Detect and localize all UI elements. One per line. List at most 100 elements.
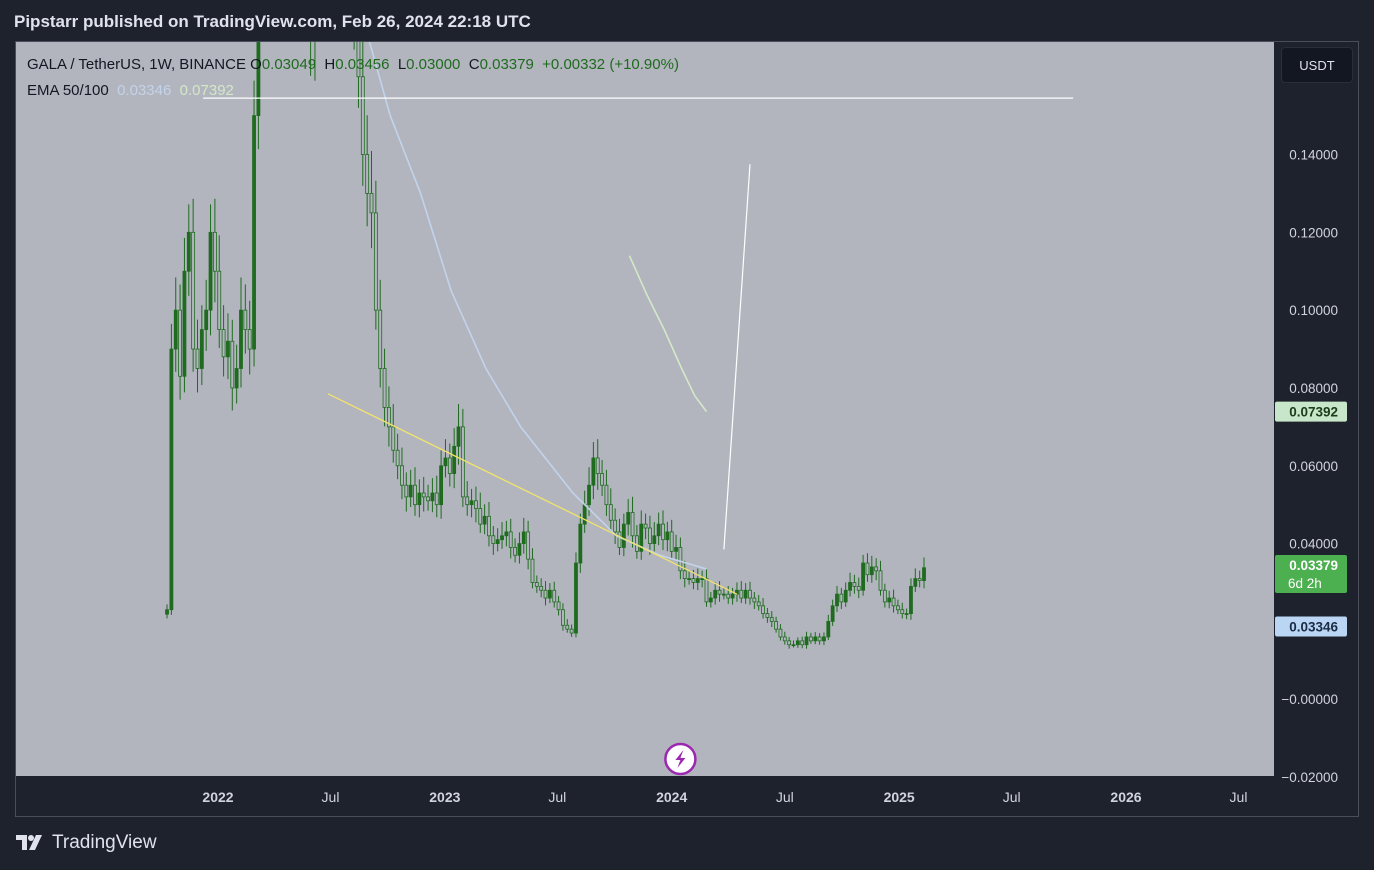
candle-body bbox=[752, 597, 757, 603]
candle bbox=[909, 578, 913, 620]
ema100-price-tag: 0.07392 bbox=[1275, 401, 1347, 422]
candle-body bbox=[726, 593, 731, 599]
candle bbox=[774, 616, 778, 633]
candle bbox=[217, 235, 222, 349]
candle bbox=[556, 596, 561, 616]
candle bbox=[634, 525, 639, 559]
candle bbox=[621, 513, 626, 557]
candle-body bbox=[460, 426, 465, 498]
candle-body bbox=[765, 613, 770, 618]
candle bbox=[469, 488, 474, 518]
candle-body bbox=[604, 484, 609, 506]
candle bbox=[626, 499, 631, 536]
candle-body bbox=[587, 484, 591, 506]
countdown-text: 6d 2h bbox=[1288, 576, 1322, 591]
candle bbox=[487, 502, 491, 547]
legend-close-label: C bbox=[468, 56, 480, 73]
descending-trendline[interactable] bbox=[327, 393, 738, 595]
candle bbox=[809, 632, 813, 644]
last-price-tag-text: 0.03379 bbox=[1289, 558, 1338, 573]
candle bbox=[465, 481, 470, 516]
candle bbox=[456, 403, 461, 465]
candle-body bbox=[178, 309, 182, 377]
candle-body bbox=[809, 636, 813, 642]
candle-body bbox=[378, 309, 383, 369]
candle-body bbox=[234, 368, 239, 389]
candle bbox=[439, 450, 444, 519]
candle-body bbox=[782, 636, 787, 642]
candle-body bbox=[508, 531, 513, 548]
currency-button[interactable]: USDT bbox=[1281, 47, 1353, 83]
candle bbox=[839, 587, 844, 609]
candle bbox=[639, 510, 644, 560]
candle-body bbox=[691, 578, 696, 583]
candle-body bbox=[474, 500, 478, 509]
candle bbox=[613, 508, 618, 545]
candle bbox=[447, 443, 452, 487]
candle bbox=[408, 469, 413, 508]
candle-body bbox=[569, 628, 574, 634]
candle-body bbox=[643, 523, 648, 529]
candle-body bbox=[239, 309, 243, 369]
candle-body bbox=[404, 484, 409, 498]
candle bbox=[547, 583, 552, 604]
candle bbox=[813, 632, 818, 645]
candle-body bbox=[904, 613, 909, 615]
candle-body bbox=[373, 212, 378, 311]
candle bbox=[730, 587, 735, 605]
candle bbox=[678, 537, 683, 580]
tradingview-logo[interactable]: TradingView bbox=[16, 832, 157, 854]
candle-body bbox=[465, 496, 470, 506]
candle bbox=[182, 237, 187, 393]
legend-ema-label[interactable]: EMA 50/100 bbox=[27, 82, 109, 99]
legend-ema100-value: 0.07392 bbox=[179, 82, 234, 99]
candle-body bbox=[826, 620, 831, 638]
candle bbox=[552, 581, 557, 608]
candle-body bbox=[600, 473, 604, 486]
candle bbox=[643, 513, 648, 540]
lightning-icon bbox=[675, 750, 686, 768]
candle-body bbox=[874, 566, 879, 572]
candle bbox=[421, 476, 426, 512]
candle-body bbox=[917, 578, 922, 581]
candle bbox=[665, 521, 670, 552]
dividend-marker-icon[interactable] bbox=[664, 742, 697, 776]
candle-body bbox=[439, 465, 444, 506]
candle-body bbox=[204, 309, 209, 330]
candle-body bbox=[191, 231, 196, 350]
candle-body bbox=[695, 578, 700, 583]
candle-body bbox=[774, 620, 778, 630]
candle bbox=[874, 558, 879, 581]
candle bbox=[430, 478, 435, 513]
candle-body bbox=[743, 589, 748, 599]
candle bbox=[856, 577, 861, 599]
candle bbox=[221, 305, 226, 377]
candle bbox=[591, 442, 596, 500]
candle-body bbox=[817, 636, 822, 642]
legend-ohlc: GALA / TetherUS, 1W, BINANCE O0.03049 H0… bbox=[27, 56, 679, 73]
candle-body bbox=[639, 523, 644, 552]
candle bbox=[800, 636, 805, 649]
candle-body bbox=[526, 531, 531, 560]
candle bbox=[682, 560, 687, 588]
candle-body bbox=[400, 465, 404, 486]
candle bbox=[713, 582, 718, 605]
candle-body bbox=[848, 582, 852, 591]
candle-body bbox=[830, 605, 835, 622]
candle-body bbox=[756, 601, 761, 607]
candle-body bbox=[687, 578, 691, 580]
candle-body bbox=[391, 426, 396, 451]
candle bbox=[243, 284, 248, 354]
candle bbox=[413, 467, 417, 516]
candle-body bbox=[682, 570, 687, 579]
chart-pane[interactable]: 0.180000.160000.140000.120000.100000.080… bbox=[15, 41, 1359, 817]
candle bbox=[861, 554, 866, 596]
candle-body bbox=[656, 523, 661, 537]
candle bbox=[360, 42, 365, 186]
candle bbox=[608, 488, 613, 532]
projection-line[interactable] bbox=[723, 164, 751, 550]
candle bbox=[353, 42, 355, 50]
price-chart[interactable]: 0.180000.160000.140000.120000.100000.080… bbox=[16, 42, 1358, 816]
legend-symbol[interactable]: GALA / TetherUS, 1W, BINANCE bbox=[27, 56, 246, 73]
y-tick-label: 0.10000 bbox=[1289, 303, 1338, 318]
